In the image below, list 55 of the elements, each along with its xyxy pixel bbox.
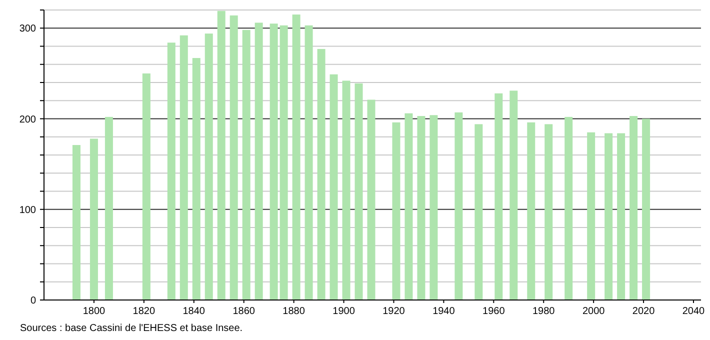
x-tick-label: 1960 xyxy=(482,306,506,317)
bar xyxy=(474,124,483,300)
x-tick-label: 1800 xyxy=(82,306,106,317)
bar xyxy=(254,22,263,300)
bar xyxy=(527,122,536,300)
bar xyxy=(417,116,426,300)
x-tick-label: 1980 xyxy=(532,306,556,317)
x-tick-label: 1820 xyxy=(132,306,156,317)
y-tick-label: 100 xyxy=(19,204,36,216)
bar xyxy=(404,113,413,300)
source-note: Sources : base Cassini de l'EHESS et base Insee. xyxy=(20,323,243,334)
bar xyxy=(90,138,98,300)
bar xyxy=(270,24,278,300)
bar xyxy=(342,80,350,300)
y-tick-label: 200 xyxy=(19,114,36,126)
bar xyxy=(72,145,80,300)
bar xyxy=(192,58,200,300)
bar xyxy=(317,48,326,300)
bar xyxy=(354,83,363,300)
bar xyxy=(217,10,226,300)
bar xyxy=(617,133,626,300)
bar xyxy=(204,34,213,300)
x-tick-label: 1860 xyxy=(232,306,256,317)
x-tick-label: 2040 xyxy=(682,306,706,317)
y-tick-label: 300 xyxy=(19,24,36,35)
bar xyxy=(242,30,250,300)
bar xyxy=(180,35,188,300)
bar xyxy=(564,116,573,300)
y-tick-label: 0 xyxy=(30,296,36,306)
x-tick-label: 1880 xyxy=(282,306,306,317)
bar xyxy=(292,14,300,300)
x-tick-label: 1840 xyxy=(182,306,206,317)
bar xyxy=(104,116,113,300)
bar xyxy=(544,124,553,300)
bar xyxy=(604,133,613,300)
bar xyxy=(510,90,518,300)
bar xyxy=(430,115,438,300)
bar xyxy=(642,118,650,300)
bar xyxy=(454,112,463,300)
bar xyxy=(630,116,638,300)
x-tick-label: 1920 xyxy=(382,306,406,317)
bar xyxy=(167,42,176,300)
bar xyxy=(230,15,238,300)
x-tick-label: 1900 xyxy=(332,306,356,317)
x-tick-label: 2000 xyxy=(582,306,606,317)
bar xyxy=(304,25,313,300)
x-tick-label: 1940 xyxy=(432,306,456,317)
x-tick-label: 2020 xyxy=(632,306,656,317)
bar xyxy=(587,132,596,300)
bar xyxy=(367,100,376,300)
bar xyxy=(280,25,288,300)
bar xyxy=(142,73,150,300)
bar xyxy=(392,122,400,300)
bar xyxy=(494,93,503,300)
bar xyxy=(330,74,338,300)
